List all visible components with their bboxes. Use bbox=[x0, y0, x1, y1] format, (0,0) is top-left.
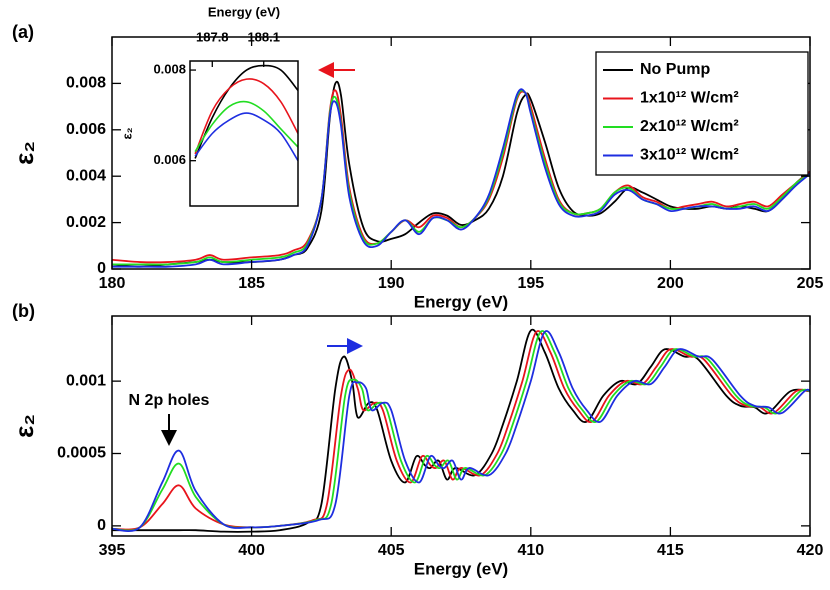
series-line bbox=[194, 112, 298, 162]
y-tick-label: 0.008 bbox=[153, 62, 186, 77]
y-tick-label: 0.008 bbox=[66, 75, 106, 92]
curves bbox=[194, 64, 298, 162]
curves bbox=[112, 328, 810, 533]
plot-frame bbox=[111, 36, 811, 270]
legend-label: 2x10¹² W/cm² bbox=[640, 118, 739, 135]
legend-label: 3x10¹² W/cm² bbox=[640, 147, 739, 164]
x-axis-label: Energy (eV) bbox=[414, 292, 508, 311]
y-axis-label: ε₂ bbox=[9, 141, 39, 165]
legend-label: No Pump bbox=[640, 61, 710, 78]
y-tick-label: 0 bbox=[97, 260, 106, 277]
x-tick-label: 185 bbox=[238, 275, 265, 292]
series-line bbox=[194, 64, 298, 159]
x-tick-label: 200 bbox=[657, 275, 684, 292]
panel: 395 400 405 410 415 420 0 0.0005 0.001 Energy (eV… bbox=[9, 301, 824, 579]
y-tick-label: 0.004 bbox=[66, 167, 106, 184]
x-tick-label: 405 bbox=[378, 542, 405, 559]
x-tick-label: 195 bbox=[517, 275, 544, 292]
panel-label: (b) bbox=[12, 301, 35, 321]
y-tick-label: 0.006 bbox=[153, 152, 186, 167]
x-tick-label: 187.8 bbox=[196, 29, 229, 44]
x-tick-label: 188.1 bbox=[247, 29, 280, 44]
panel: 180 185 190 195 200 205 0 0.002 0.004 0.006 0.008 E… bbox=[9, 22, 824, 312]
x-tick-label: 180 bbox=[99, 275, 126, 292]
annotation: N 2p holes bbox=[129, 392, 210, 409]
x-tick-label: 420 bbox=[797, 542, 824, 559]
y-axis-label: ε₂ bbox=[9, 414, 39, 438]
y-tick-label: 0.0005 bbox=[57, 445, 106, 462]
x-tick-label: 415 bbox=[657, 542, 684, 559]
x-tick-label: 205 bbox=[797, 275, 824, 292]
series-line bbox=[112, 89, 810, 264]
y-axis-label: ε₂ bbox=[119, 127, 134, 139]
panel: 187.8 188.1 0.006 0.008 Energy (eV) ε₂ bbox=[119, 4, 299, 207]
series-line bbox=[194, 78, 298, 155]
y-tick-label: 0 bbox=[97, 517, 106, 534]
x-tick-label: 410 bbox=[517, 542, 544, 559]
series-line bbox=[112, 328, 810, 533]
x-tick-label: 400 bbox=[238, 542, 265, 559]
legend-label: 1x10¹² W/cm² bbox=[640, 90, 739, 107]
y-tick-label: 0.006 bbox=[66, 121, 106, 138]
series-line bbox=[112, 88, 810, 268]
y-tick-label: 0.001 bbox=[66, 372, 106, 389]
x-tick-label: 190 bbox=[378, 275, 405, 292]
curves bbox=[112, 80, 810, 268]
x-tick-label: 395 bbox=[99, 542, 126, 559]
legend: No Pump 1x10¹² W/cm² 2x10¹² W/cm² 3x10¹² W/… bbox=[595, 51, 809, 176]
x-axis-label: Energy (eV) bbox=[208, 4, 280, 19]
series-line bbox=[194, 100, 298, 153]
y-tick-label: 0.002 bbox=[66, 214, 106, 231]
plot-frame bbox=[111, 315, 811, 537]
plot-frame bbox=[189, 60, 299, 207]
panel-label: (a) bbox=[12, 22, 34, 42]
series-line bbox=[112, 330, 810, 533]
x-axis-label: Energy (eV) bbox=[414, 559, 508, 578]
